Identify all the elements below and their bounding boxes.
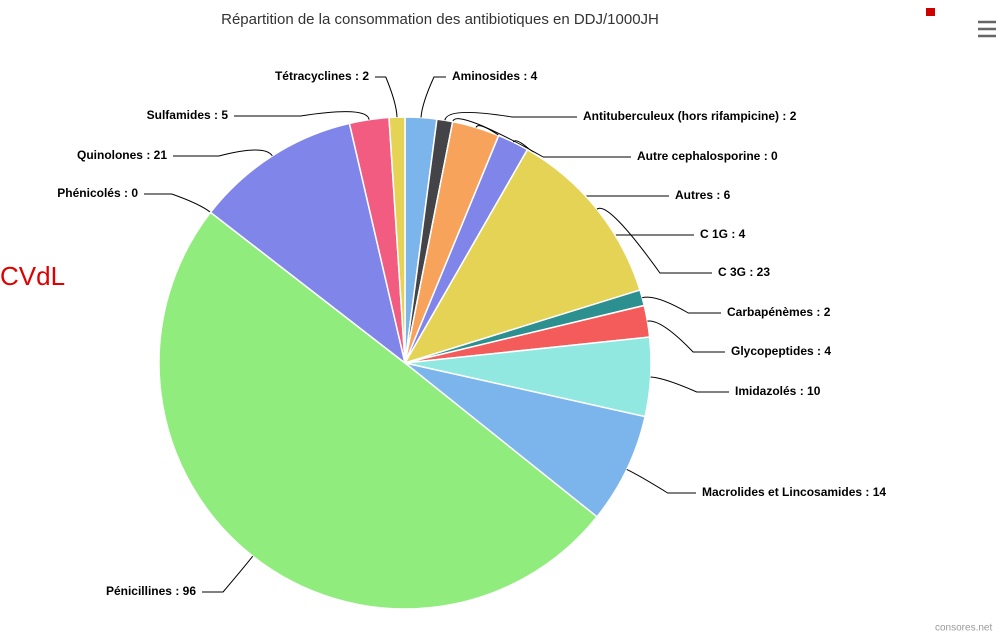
data-label: Glycopeptides : 4 bbox=[731, 344, 831, 358]
pie-slice bbox=[403, 148, 641, 365]
data-label: Carbapénèmes : 2 bbox=[727, 305, 831, 319]
pie-slice bbox=[158, 211, 599, 610]
connector bbox=[173, 149, 273, 157]
connector bbox=[420, 76, 446, 118]
connector bbox=[642, 296, 721, 314]
connector bbox=[647, 320, 725, 353]
data-label: Sulfamides : 5 bbox=[147, 108, 229, 122]
connector bbox=[596, 207, 712, 274]
chart-title: Répartition de la consommation des antib… bbox=[221, 11, 659, 28]
connector bbox=[234, 111, 370, 120]
data-label: Quinolones : 21 bbox=[77, 148, 167, 162]
connector bbox=[144, 193, 211, 213]
data-label: Autres : 6 bbox=[675, 188, 731, 202]
menu-button[interactable] bbox=[978, 20, 996, 38]
data-label: Macrolides et Lincosamides : 14 bbox=[702, 485, 886, 499]
connector bbox=[650, 376, 729, 393]
connector bbox=[202, 555, 254, 593]
pie-slice bbox=[209, 122, 407, 365]
data-label: Phénicolés : 0 bbox=[57, 186, 138, 200]
annotation: CVdL bbox=[0, 261, 65, 291]
connector bbox=[444, 111, 577, 121]
connector bbox=[375, 76, 398, 118]
connector bbox=[626, 469, 696, 494]
pie-slice bbox=[404, 362, 646, 518]
data-label: Tétracyclines : 2 bbox=[275, 69, 369, 83]
data-label: Antituberculeux (hors rifampicine) : 2 bbox=[583, 109, 797, 123]
data-label: C 3G : 23 bbox=[718, 265, 770, 279]
data-label: Autre cephalosporine : 0 bbox=[637, 149, 778, 163]
export-icon[interactable] bbox=[926, 8, 935, 16]
credits: consores.net bbox=[935, 623, 992, 634]
data-label: C 1G : 4 bbox=[700, 227, 746, 241]
data-label: Imidazolés : 10 bbox=[735, 384, 821, 398]
data-label: Pénicillines : 96 bbox=[106, 584, 196, 598]
data-label: Aminosides : 4 bbox=[452, 69, 538, 83]
